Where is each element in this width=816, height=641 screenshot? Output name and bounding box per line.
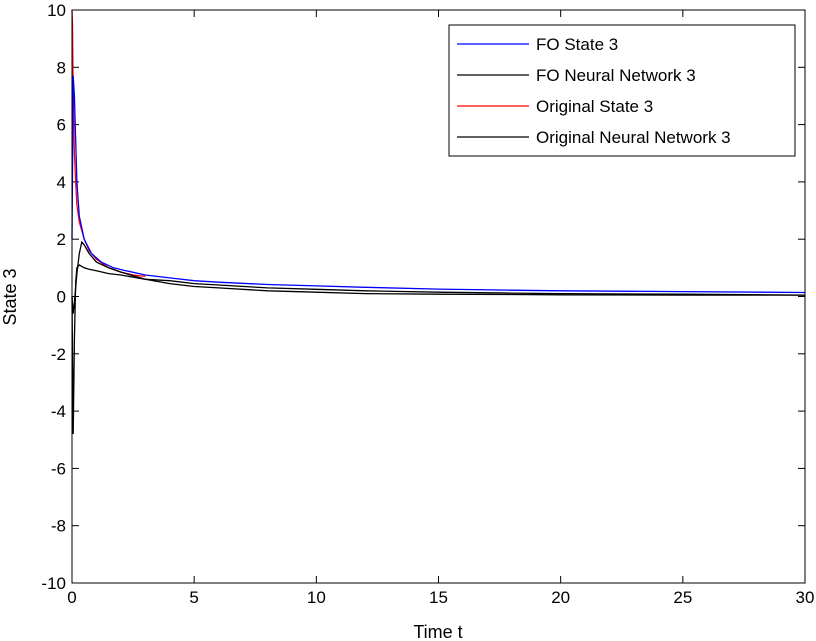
x-tick-label: 5 <box>189 588 198 607</box>
y-tick-label: -4 <box>51 402 66 421</box>
y-tick-label: 2 <box>57 230 66 249</box>
x-tick-label: 20 <box>551 588 570 607</box>
x-tick-label: 25 <box>673 588 692 607</box>
y-tick-label: -2 <box>51 345 66 364</box>
legend-label: FO State 3 <box>536 35 618 54</box>
x-tick-label: 30 <box>796 588 815 607</box>
y-tick-label: -10 <box>41 574 66 593</box>
y-tick-label: 6 <box>57 116 66 135</box>
y-tick-label: -8 <box>51 517 66 536</box>
x-tick-label: 15 <box>429 588 448 607</box>
series-line-0 <box>71 75 806 294</box>
legend-box <box>448 24 796 157</box>
x-tick-label: 10 <box>307 588 326 607</box>
y-tick-label: 0 <box>57 288 66 307</box>
y-tick-label: 10 <box>47 1 66 20</box>
plot-frame <box>71 9 806 584</box>
y-tick-label: 8 <box>57 58 66 77</box>
legend-label: Original State 3 <box>536 97 653 116</box>
legend: FO State 3 FO Neural Network 3 Original St… <box>448 24 796 157</box>
x-axis-label: Time t <box>413 622 462 641</box>
legend-label: FO Neural Network 3 <box>536 66 696 85</box>
y-tick-label: -6 <box>51 459 66 478</box>
y-tick-label: 4 <box>57 173 66 192</box>
series-line-1 <box>71 264 806 435</box>
legend-label: Original Neural Network 3 <box>536 128 731 147</box>
y-axis-label: State 3 <box>0 268 20 325</box>
x-tick-label: 0 <box>67 588 76 607</box>
series-lines <box>71 9 806 435</box>
